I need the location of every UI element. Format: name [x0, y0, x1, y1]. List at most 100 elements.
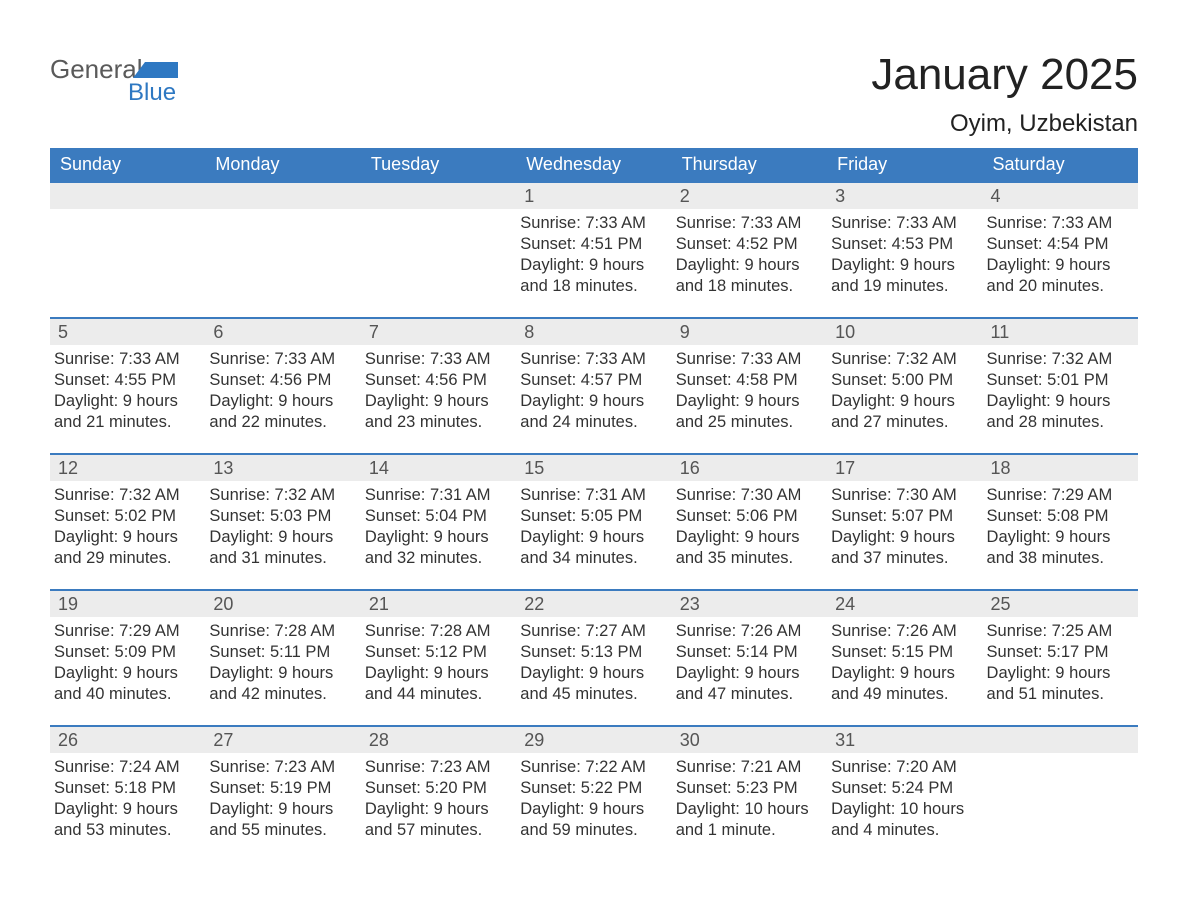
- day-number: 1: [516, 183, 671, 209]
- daylight-line1: Daylight: 9 hours: [831, 527, 974, 548]
- sunset-text: Sunset: 5:03 PM: [209, 506, 352, 527]
- daylight-line2: and 44 minutes.: [365, 684, 508, 705]
- daylight-line2: and 25 minutes.: [676, 412, 819, 433]
- day-number: 20: [205, 591, 360, 617]
- day-details: Sunrise: 7:28 AMSunset: 5:12 PMDaylight:…: [361, 617, 516, 709]
- calendar-week-row: 19Sunrise: 7:29 AMSunset: 5:09 PMDayligh…: [50, 590, 1138, 726]
- sunset-text: Sunset: 5:06 PM: [676, 506, 819, 527]
- calendar-day-cell: 5Sunrise: 7:33 AMSunset: 4:55 PMDaylight…: [50, 318, 205, 454]
- daylight-line1: Daylight: 9 hours: [365, 527, 508, 548]
- day-details: Sunrise: 7:33 AMSunset: 4:51 PMDaylight:…: [516, 209, 671, 301]
- sunset-text: Sunset: 4:58 PM: [676, 370, 819, 391]
- calendar-week-row: 5Sunrise: 7:33 AMSunset: 4:55 PMDaylight…: [50, 318, 1138, 454]
- daylight-line1: Daylight: 9 hours: [676, 663, 819, 684]
- daylight-line2: and 18 minutes.: [676, 276, 819, 297]
- daylight-line1: Daylight: 9 hours: [520, 391, 663, 412]
- daylight-line1: Daylight: 9 hours: [831, 255, 974, 276]
- day-details: Sunrise: 7:33 AMSunset: 4:58 PMDaylight:…: [672, 345, 827, 437]
- calendar-day-cell: 9Sunrise: 7:33 AMSunset: 4:58 PMDaylight…: [672, 318, 827, 454]
- calendar-day-cell: 10Sunrise: 7:32 AMSunset: 5:00 PMDayligh…: [827, 318, 982, 454]
- sunrise-text: Sunrise: 7:33 AM: [676, 213, 819, 234]
- day-details: Sunrise: 7:33 AMSunset: 4:53 PMDaylight:…: [827, 209, 982, 301]
- generalblue-logo-icon: General Blue: [50, 54, 210, 110]
- calendar-empty-cell: [205, 182, 360, 318]
- day-number: 17: [827, 455, 982, 481]
- daylight-line1: Daylight: 9 hours: [831, 391, 974, 412]
- calendar-day-cell: 26Sunrise: 7:24 AMSunset: 5:18 PMDayligh…: [50, 726, 205, 861]
- calendar-day-cell: 15Sunrise: 7:31 AMSunset: 5:05 PMDayligh…: [516, 454, 671, 590]
- day-number: 24: [827, 591, 982, 617]
- daylight-line2: and 34 minutes.: [520, 548, 663, 569]
- sunrise-text: Sunrise: 7:32 AM: [987, 349, 1130, 370]
- daylight-line2: and 57 minutes.: [365, 820, 508, 841]
- sunrise-text: Sunrise: 7:30 AM: [676, 485, 819, 506]
- day-number: 25: [983, 591, 1138, 617]
- daylight-line2: and 27 minutes.: [831, 412, 974, 433]
- day-number: 2: [672, 183, 827, 209]
- sunset-text: Sunset: 5:11 PM: [209, 642, 352, 663]
- sunset-text: Sunset: 5:12 PM: [365, 642, 508, 663]
- sunrise-text: Sunrise: 7:20 AM: [831, 757, 974, 778]
- sunset-text: Sunset: 4:51 PM: [520, 234, 663, 255]
- day-number: 26: [50, 727, 205, 753]
- sunset-text: Sunset: 5:00 PM: [831, 370, 974, 391]
- day-details: Sunrise: 7:23 AMSunset: 5:20 PMDaylight:…: [361, 753, 516, 845]
- calendar-day-cell: 29Sunrise: 7:22 AMSunset: 5:22 PMDayligh…: [516, 726, 671, 861]
- daylight-line2: and 23 minutes.: [365, 412, 508, 433]
- day-number: 29: [516, 727, 671, 753]
- calendar-day-cell: 31Sunrise: 7:20 AMSunset: 5:24 PMDayligh…: [827, 726, 982, 861]
- month-title: January 2025: [871, 50, 1138, 100]
- calendar-day-cell: 13Sunrise: 7:32 AMSunset: 5:03 PMDayligh…: [205, 454, 360, 590]
- daylight-line1: Daylight: 9 hours: [676, 391, 819, 412]
- daylight-line1: Daylight: 9 hours: [365, 391, 508, 412]
- daylight-line2: and 31 minutes.: [209, 548, 352, 569]
- calendar-day-cell: 23Sunrise: 7:26 AMSunset: 5:14 PMDayligh…: [672, 590, 827, 726]
- sunrise-text: Sunrise: 7:31 AM: [365, 485, 508, 506]
- day-details: Sunrise: 7:25 AMSunset: 5:17 PMDaylight:…: [983, 617, 1138, 709]
- sunrise-text: Sunrise: 7:28 AM: [365, 621, 508, 642]
- sunset-text: Sunset: 5:23 PM: [676, 778, 819, 799]
- day-details: Sunrise: 7:32 AMSunset: 5:01 PMDaylight:…: [983, 345, 1138, 437]
- calendar-day-cell: 14Sunrise: 7:31 AMSunset: 5:04 PMDayligh…: [361, 454, 516, 590]
- day-header: Monday: [205, 148, 360, 182]
- day-header: Saturday: [983, 148, 1138, 182]
- sunset-text: Sunset: 5:02 PM: [54, 506, 197, 527]
- daylight-line2: and 24 minutes.: [520, 412, 663, 433]
- day-number: 21: [361, 591, 516, 617]
- sunrise-text: Sunrise: 7:31 AM: [520, 485, 663, 506]
- sunset-text: Sunset: 4:56 PM: [365, 370, 508, 391]
- daylight-line1: Daylight: 9 hours: [520, 255, 663, 276]
- sunset-text: Sunset: 5:05 PM: [520, 506, 663, 527]
- day-details: Sunrise: 7:28 AMSunset: 5:11 PMDaylight:…: [205, 617, 360, 709]
- day-details: Sunrise: 7:20 AMSunset: 5:24 PMDaylight:…: [827, 753, 982, 845]
- day-number: 28: [361, 727, 516, 753]
- day-details: Sunrise: 7:33 AMSunset: 4:56 PMDaylight:…: [361, 345, 516, 437]
- title-block: January 2025 Oyim, Uzbekistan: [871, 20, 1138, 138]
- sunset-text: Sunset: 4:54 PM: [987, 234, 1130, 255]
- calendar-week-row: 26Sunrise: 7:24 AMSunset: 5:18 PMDayligh…: [50, 726, 1138, 861]
- calendar-day-cell: 24Sunrise: 7:26 AMSunset: 5:15 PMDayligh…: [827, 590, 982, 726]
- header-bar: General Blue January 2025 Oyim, Uzbekist…: [50, 20, 1138, 138]
- calendar-day-cell: 6Sunrise: 7:33 AMSunset: 4:56 PMDaylight…: [205, 318, 360, 454]
- daylight-line2: and 32 minutes.: [365, 548, 508, 569]
- daylight-line1: Daylight: 9 hours: [54, 391, 197, 412]
- sunset-text: Sunset: 4:53 PM: [831, 234, 974, 255]
- calendar-day-cell: 11Sunrise: 7:32 AMSunset: 5:01 PMDayligh…: [983, 318, 1138, 454]
- sunrise-text: Sunrise: 7:33 AM: [54, 349, 197, 370]
- daylight-line1: Daylight: 9 hours: [209, 663, 352, 684]
- daylight-line1: Daylight: 9 hours: [987, 255, 1130, 276]
- calendar-empty-cell: [50, 182, 205, 318]
- day-header: Friday: [827, 148, 982, 182]
- calendar-table: SundayMondayTuesdayWednesdayThursdayFrid…: [50, 148, 1138, 861]
- daylight-line2: and 19 minutes.: [831, 276, 974, 297]
- day-number: 27: [205, 727, 360, 753]
- sunrise-text: Sunrise: 7:23 AM: [209, 757, 352, 778]
- sunrise-text: Sunrise: 7:33 AM: [987, 213, 1130, 234]
- day-number: 18: [983, 455, 1138, 481]
- day-details: Sunrise: 7:31 AMSunset: 5:04 PMDaylight:…: [361, 481, 516, 573]
- daylight-line2: and 40 minutes.: [54, 684, 197, 705]
- daylight-line1: Daylight: 9 hours: [365, 663, 508, 684]
- sunrise-text: Sunrise: 7:33 AM: [520, 213, 663, 234]
- day-details: Sunrise: 7:33 AMSunset: 4:57 PMDaylight:…: [516, 345, 671, 437]
- calendar-day-cell: 25Sunrise: 7:25 AMSunset: 5:17 PMDayligh…: [983, 590, 1138, 726]
